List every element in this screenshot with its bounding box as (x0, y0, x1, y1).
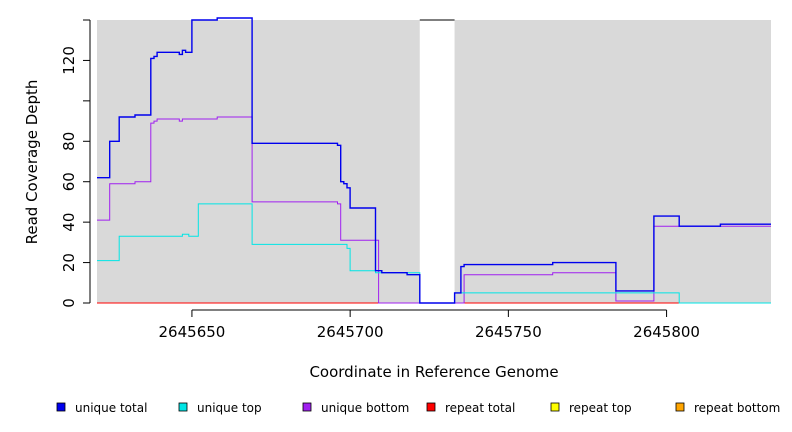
legend-swatch-repeat-bottom (675, 402, 685, 412)
legend-label-unique-total: unique total (75, 401, 147, 415)
y-axis-title: Read Coverage Depth (23, 80, 41, 245)
y-tick-label: 60 (60, 172, 78, 191)
legend-swatch-unique-total (56, 402, 66, 412)
legend-label-repeat-bottom: repeat bottom (694, 401, 780, 415)
legend: unique total unique top unique bottom repea… (56, 401, 780, 415)
series-layer (97, 17, 771, 304)
y-tick-label: 80 (60, 132, 78, 151)
legend-label-unique-bottom: unique bottom (321, 401, 409, 415)
plot-background-left (97, 20, 420, 303)
y-tick-label: 20 (60, 253, 78, 272)
legend-swatch-repeat-top (550, 402, 560, 412)
x-tick-label: 2645650 (159, 323, 226, 341)
y-tick-label: 0 (60, 298, 78, 308)
x-tick-label: 2645800 (633, 323, 700, 341)
axes-layer: 0 20 40 60 80 120 2645650 2645700 2645750 2645800 (60, 19, 700, 341)
x-axis-title: Coordinate in Reference Genome (309, 363, 558, 381)
legend-label-repeat-top: repeat top (569, 401, 632, 415)
series-line-unique-total (97, 17, 771, 304)
y-tick-label: 120 (60, 46, 78, 75)
legend-swatch-unique-bottom (302, 402, 312, 412)
legend-swatch-repeat-total (426, 402, 436, 412)
plot-background (97, 19, 771, 303)
series-line-unique-bottom (97, 116, 771, 304)
legend-label-repeat-total: repeat total (445, 401, 515, 415)
y-tick-label: 40 (60, 213, 78, 232)
legend-swatch-unique-top (178, 402, 188, 412)
legend-label-unique-top: unique top (197, 401, 262, 415)
plot-background-right (454, 20, 771, 303)
x-tick-label: 2645700 (317, 323, 384, 341)
x-tick-label: 2645750 (475, 323, 542, 341)
